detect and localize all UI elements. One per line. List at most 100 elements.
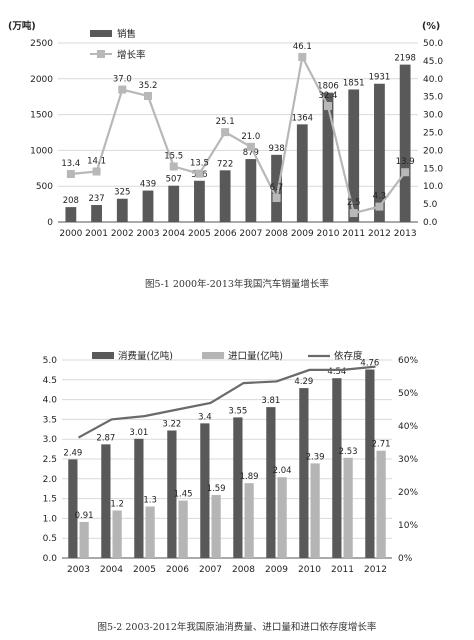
car-sales-chart: 0 500 1000 1500 2000 2500 0.0 5.0 10.0 15.0 20.0 25…: [0, 0, 474, 290]
bar-import: [145, 506, 155, 558]
bar-sales: [142, 190, 154, 222]
bar-sales: [374, 83, 385, 222]
bar-data-label: 1.59: [207, 484, 226, 494]
bar-sales: [168, 185, 180, 222]
y-tick-label-right: 30.0: [423, 111, 443, 121]
bar-sales: [91, 205, 102, 222]
x-tick-label: 2006: [166, 565, 189, 575]
y-tick-label-right: 50.0: [423, 39, 443, 49]
y-tick-label-left: 500: [36, 182, 53, 192]
bar-consumption: [101, 444, 111, 558]
y-tick-label-right: 25.0: [423, 129, 443, 139]
bar-data-label: 2.04: [273, 466, 292, 476]
bar-data-label: 938: [268, 144, 284, 154]
bar-data-label: 879: [243, 148, 259, 158]
legend-label-consumption: 消费量(亿吨): [118, 350, 173, 362]
x-tick-label: 2001: [85, 229, 108, 239]
x-tick-label: 2005: [188, 229, 211, 239]
bar-import: [277, 477, 287, 558]
growth-rate-point: [118, 85, 127, 94]
x-tick-label: 2007: [239, 229, 262, 239]
bar-data-label: 4.29: [294, 377, 313, 387]
x-tick-label: 2011: [331, 565, 354, 575]
line-data-label: 25.1: [216, 117, 235, 127]
y-tick-label-right: 20%: [398, 488, 418, 498]
y-tick-label-left: 0: [47, 218, 53, 228]
x-tick-label: 2012: [368, 229, 391, 239]
bar-sales: [65, 207, 77, 222]
legend-swatch-import: [202, 352, 224, 359]
y-tick-label-right: 30%: [398, 455, 418, 465]
y-tick-label-left: 4.5: [43, 376, 57, 386]
x-tick-label: 2010: [298, 565, 321, 575]
bar-data-label: 2.49: [63, 448, 82, 458]
bar-import: [79, 521, 89, 558]
bar-data-label: 208: [63, 196, 79, 206]
y-tick-label-left: 5.0: [43, 356, 58, 366]
bar-import: [376, 450, 386, 558]
bar-data-label: 1.3: [143, 496, 157, 506]
x-tick-label: 2000: [59, 229, 82, 239]
bar-import: [310, 463, 320, 558]
y-tick-label-right: 0.0: [423, 218, 438, 228]
x-tick-label: 2009: [265, 565, 288, 575]
bar-data-label: 722: [217, 159, 233, 169]
y-tick-label-right: 50%: [398, 389, 418, 399]
crude-oil-chart-svg: 0.0 0.5 1.0 1.5 2.0 2.5 3.0 3.5 4.0 4.5 5.0 0% 10% 20…: [43, 350, 419, 575]
line-data-label: 2.5: [347, 198, 361, 208]
line-data-label: 14.1: [87, 157, 106, 167]
line-data-label: 13.4: [61, 159, 80, 169]
line-data-label: 6.7: [270, 183, 284, 193]
y-tick-label-right: 40.0: [423, 75, 443, 85]
growth-rate-point: [169, 162, 178, 171]
bar-data-label: 4.54: [327, 367, 346, 377]
bar-sales: [219, 170, 231, 222]
y-tick-label-left: 2000: [30, 75, 53, 85]
growth-rate-line: [70, 53, 407, 215]
bar-consumption: [68, 459, 78, 558]
x-tick-label: 2008: [265, 229, 288, 239]
y-tick-label-left: 1.5: [43, 495, 57, 505]
growth-rate-point: [298, 52, 307, 61]
bar-data-label: 2.87: [96, 433, 115, 443]
car-sales-chart-svg: 0 500 1000 1500 2000 2500 0.0 5.0 10.0 15.0 20.0 25…: [8, 20, 443, 239]
bar-data-label: 0.91: [75, 511, 94, 521]
legend-label-dependency: 依存度: [334, 350, 363, 362]
bar-data-label: 3.55: [228, 406, 247, 416]
dependency-line: [77, 365, 376, 439]
y-tick-label-right: 40%: [398, 422, 418, 432]
x-tick-label: 2004: [162, 229, 185, 239]
line-data-label: 13.9: [396, 157, 415, 167]
line-data-label: 37.0: [113, 75, 132, 85]
y-tick-label-right: 0%: [398, 554, 413, 564]
crude-oil-chart: 0.0 0.5 1.0 1.5 2.0 2.5 3.0 3.5 4.0 4.5 5.0 0% 10% 20…: [0, 340, 474, 640]
y-tick-label-right: 60%: [398, 356, 418, 366]
legend-marker-growth: [97, 50, 105, 58]
bar-consumption: [233, 417, 243, 558]
bar-data-label: 3.4: [198, 412, 212, 422]
bar-data-label: 1.45: [174, 490, 193, 500]
x-tick-label: 2009: [291, 229, 314, 239]
bar-sales: [296, 124, 308, 222]
y-tick-label-left: 3.5: [43, 415, 57, 425]
y-tick-label-left: 0.0: [43, 554, 58, 564]
bar-import: [211, 495, 221, 558]
x-tick-label: 2008: [232, 565, 255, 575]
y-tick-label-left: 3.0: [43, 435, 58, 445]
bar-sales: [116, 198, 128, 222]
y-tick-label-right: 5.0: [423, 200, 438, 210]
y-tick-label-left: 1500: [30, 111, 53, 121]
x-tick-label: 2004: [100, 565, 123, 575]
bar-data-label: 2198: [394, 54, 416, 64]
bar-data-label: 325: [114, 188, 130, 198]
growth-rate-point: [66, 170, 75, 179]
y-tick-label-left: 0.5: [43, 534, 57, 544]
y-tick-label-left: 2.5: [43, 455, 57, 465]
y-tick-label-left: 2.0: [43, 475, 58, 485]
x-tick-label: 2003: [67, 565, 90, 575]
bar-consumption: [365, 369, 375, 558]
line-data-label: 4.3: [373, 192, 387, 202]
bar-consumption: [332, 378, 342, 558]
bar-data-label: 1931: [369, 73, 391, 83]
legend-swatch-consumption: [92, 352, 114, 359]
